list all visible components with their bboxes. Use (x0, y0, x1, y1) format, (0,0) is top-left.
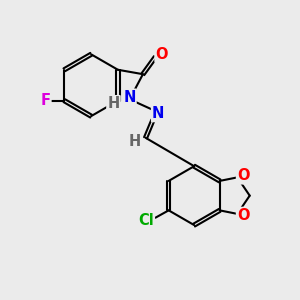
Text: O: O (237, 208, 250, 223)
Text: O: O (155, 47, 168, 62)
Text: O: O (237, 168, 250, 183)
Text: N: N (123, 90, 136, 105)
Text: H: H (107, 96, 120, 111)
Text: F: F (40, 93, 50, 108)
Text: H: H (128, 134, 140, 149)
Text: Cl: Cl (138, 213, 154, 228)
Text: N: N (152, 106, 164, 121)
